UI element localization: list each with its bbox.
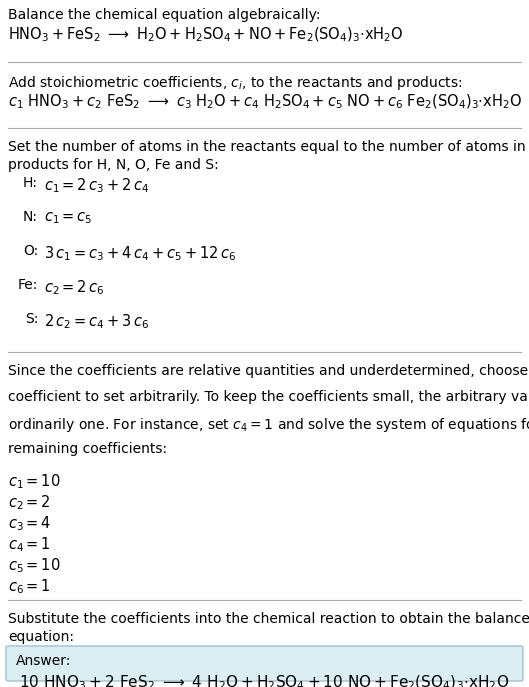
Text: ordinarily one. For instance, set $c_4 = 1$ and solve the system of equations fo: ordinarily one. For instance, set $c_4 =… [8, 416, 529, 434]
Text: $2\,c_2 = c_4 + 3\,c_6$: $2\,c_2 = c_4 + 3\,c_6$ [44, 312, 149, 330]
Text: $c_5 = 10$: $c_5 = 10$ [8, 556, 61, 575]
Text: Balance the chemical equation algebraically:: Balance the chemical equation algebraica… [8, 8, 321, 22]
Text: $\mathrm{10\ HNO_3 + 2\ FeS_2 \ \longrightarrow \ 4\ H_2O + H_2SO_4 + 10\ NO + F: $\mathrm{10\ HNO_3 + 2\ FeS_2 \ \longrig… [20, 674, 509, 687]
Text: remaining coefficients:: remaining coefficients: [8, 442, 167, 456]
Text: Fe:: Fe: [17, 278, 38, 292]
Text: Answer:: Answer: [16, 654, 71, 668]
Text: Since the coefficients are relative quantities and underdetermined, choose a: Since the coefficients are relative quan… [8, 364, 529, 378]
Text: $\mathrm{HNO_3 + FeS_2 \ \longrightarrow \ H_2O + H_2SO_4 + NO + Fe_2(SO_4)_3{\c: $\mathrm{HNO_3 + FeS_2 \ \longrightarrow… [8, 26, 404, 45]
Text: Set the number of atoms in the reactants equal to the number of atoms in the: Set the number of atoms in the reactants… [8, 140, 529, 154]
Text: $c_1 = 2\,c_3 + 2\,c_4$: $c_1 = 2\,c_3 + 2\,c_4$ [44, 176, 149, 194]
FancyBboxPatch shape [6, 646, 523, 681]
Text: H:: H: [23, 176, 38, 190]
Text: coefficient to set arbitrarily. To keep the coefficients small, the arbitrary va: coefficient to set arbitrarily. To keep … [8, 390, 529, 404]
Text: N:: N: [23, 210, 38, 224]
Text: $c_1 = c_5$: $c_1 = c_5$ [44, 210, 93, 226]
Text: $c_2 = 2$: $c_2 = 2$ [8, 493, 51, 512]
Text: equation:: equation: [8, 630, 74, 644]
Text: Add stoichiometric coefficients, $c_i$, to the reactants and products:: Add stoichiometric coefficients, $c_i$, … [8, 74, 463, 92]
Text: $c_1 = 10$: $c_1 = 10$ [8, 472, 61, 491]
Text: $c_6 = 1$: $c_6 = 1$ [8, 577, 51, 596]
Text: $c_4 = 1$: $c_4 = 1$ [8, 535, 51, 554]
Text: $c_2 = 2\,c_6$: $c_2 = 2\,c_6$ [44, 278, 105, 297]
Text: O:: O: [23, 244, 38, 258]
Text: $3\,c_1 = c_3 + 4\,c_4 + c_5 + 12\,c_6$: $3\,c_1 = c_3 + 4\,c_4 + c_5 + 12\,c_6$ [44, 244, 236, 262]
Text: $c_1\ \mathrm{HNO_3} + c_2\ \mathrm{FeS_2} \ \longrightarrow \ c_3\ \mathrm{H_2O: $c_1\ \mathrm{HNO_3} + c_2\ \mathrm{FeS_… [8, 93, 522, 111]
Text: $c_3 = 4$: $c_3 = 4$ [8, 514, 51, 532]
Text: S:: S: [25, 312, 38, 326]
Text: products for H, N, O, Fe and S:: products for H, N, O, Fe and S: [8, 158, 219, 172]
Text: Substitute the coefficients into the chemical reaction to obtain the balanced: Substitute the coefficients into the che… [8, 612, 529, 626]
